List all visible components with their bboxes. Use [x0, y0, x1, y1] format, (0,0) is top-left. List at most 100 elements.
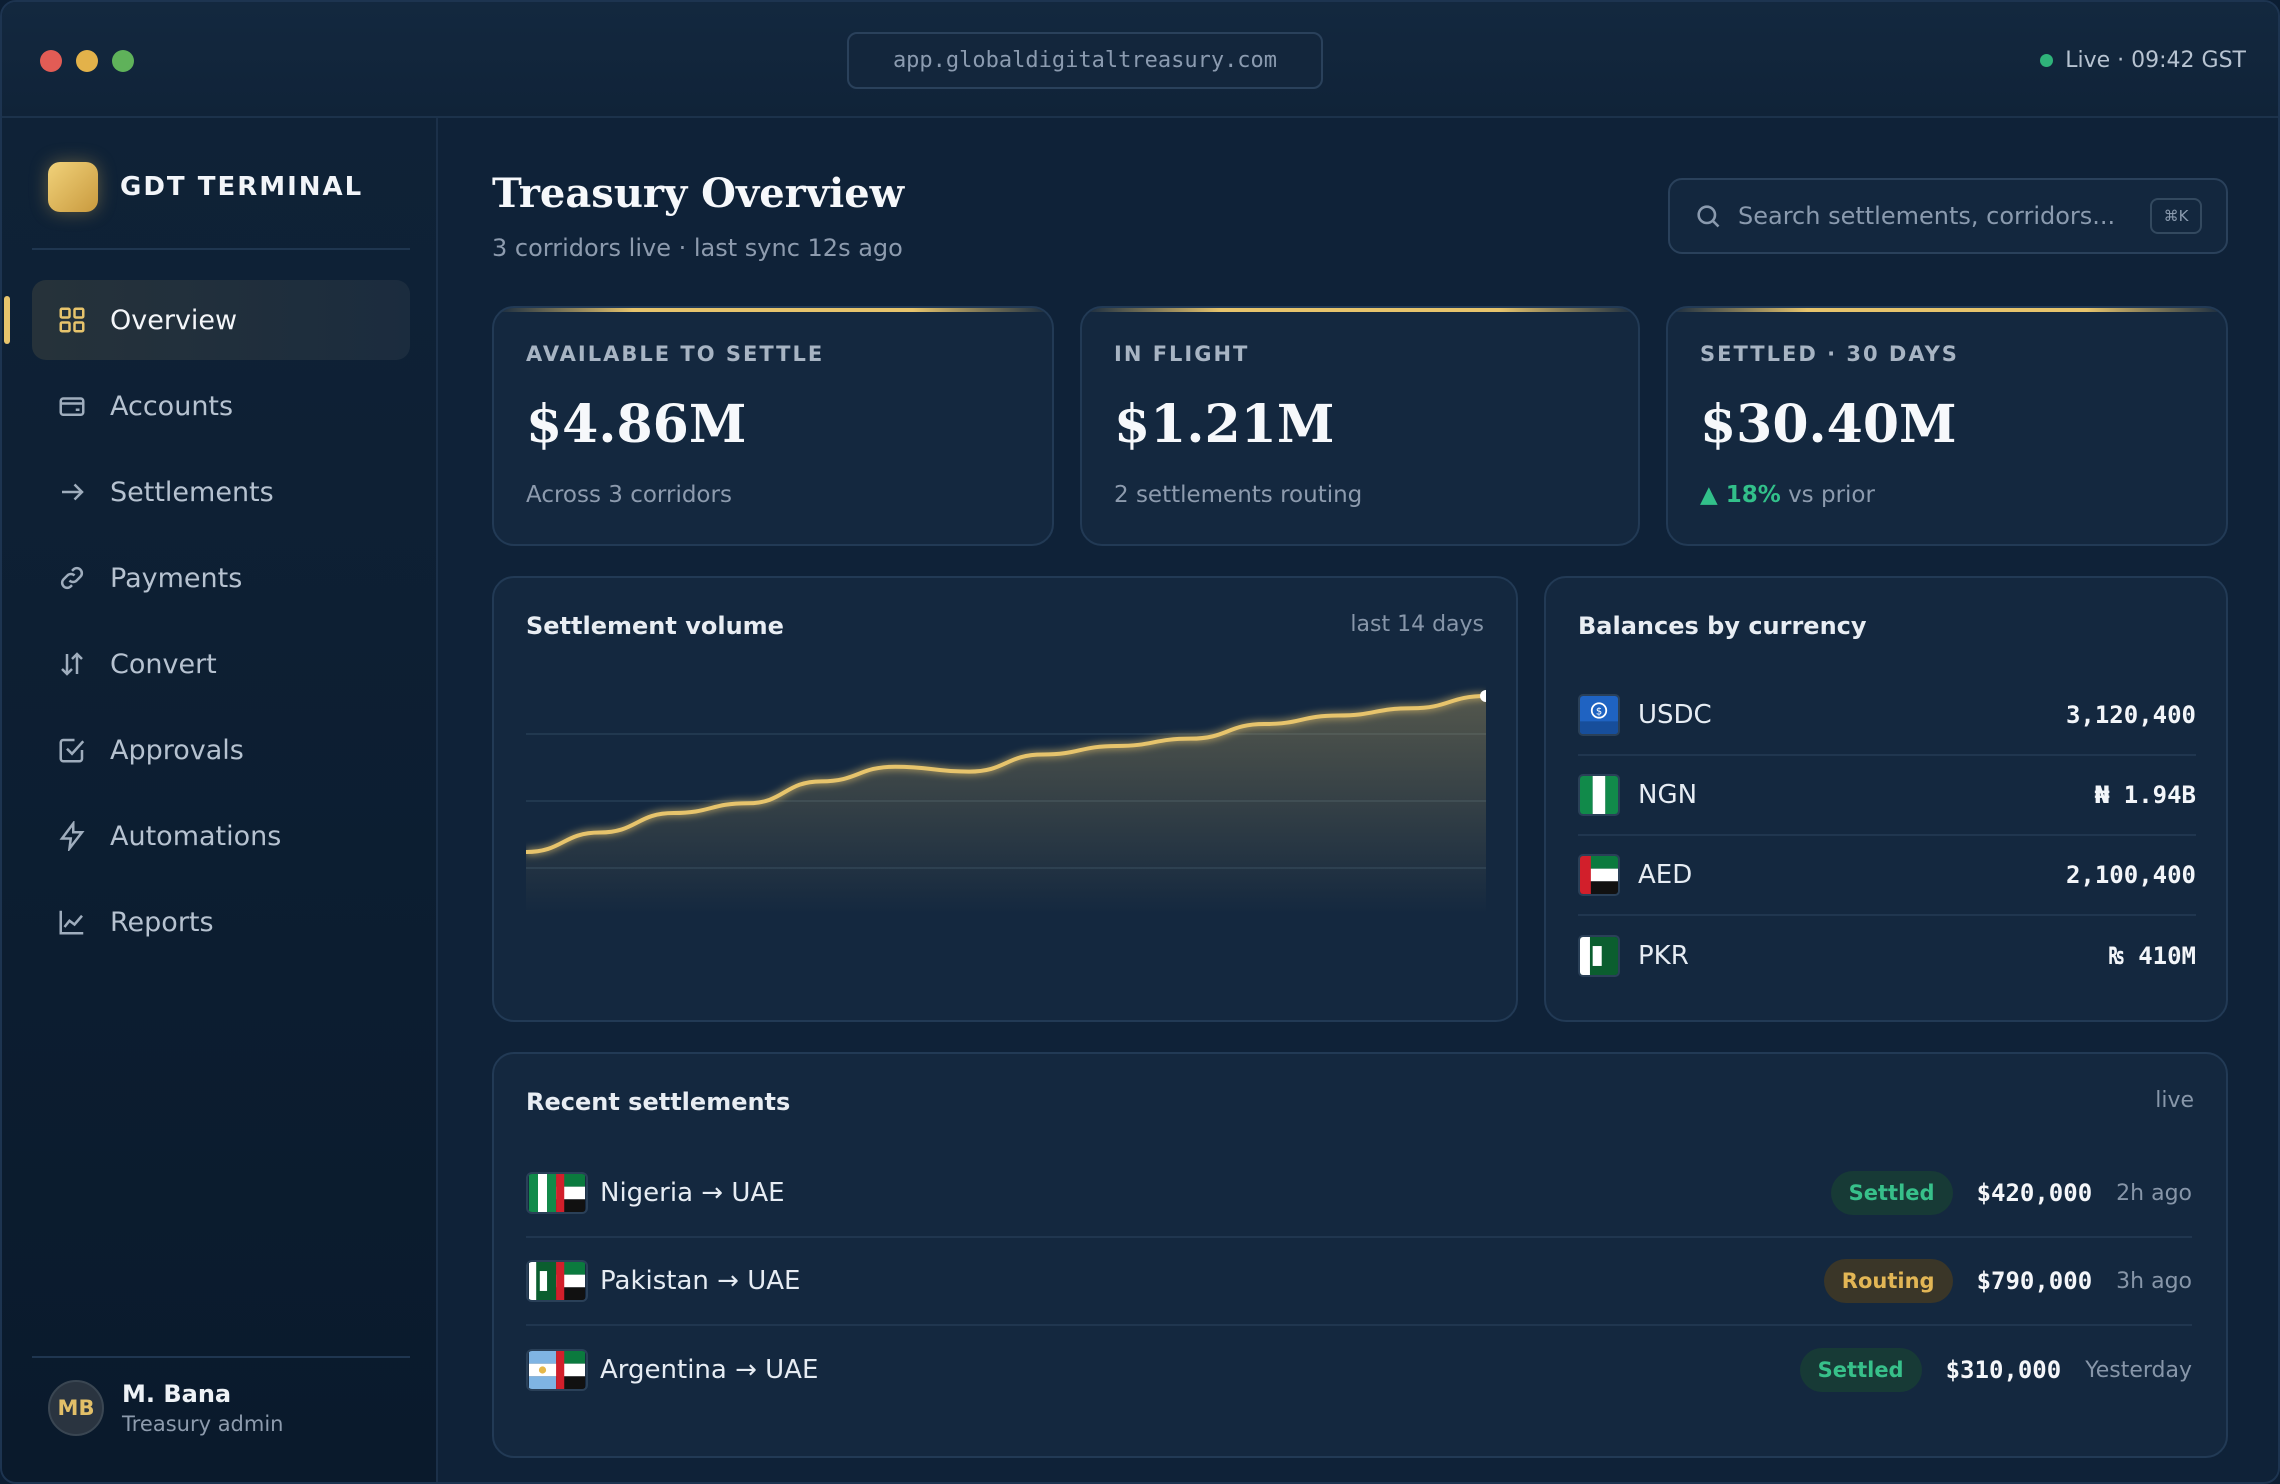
- currency-balance: 3,120,400: [2065, 701, 2196, 729]
- stat-change-note: vs prior: [1788, 482, 1875, 508]
- wallet-icon: [56, 390, 88, 422]
- currency-balance: 2,100,400: [2065, 861, 2196, 889]
- svg-text:$: $: [1596, 707, 1602, 718]
- stat-card-in-flight: IN FLIGHT $1.21M 2 settlements routing: [1080, 306, 1640, 546]
- settlement-row[interactable]: Pakistan → UAE Routing $790,000 3h ago: [526, 1238, 2192, 1326]
- balance-row-aed[interactable]: AED 2,100,400: [1578, 836, 2196, 916]
- balance-row-usdc[interactable]: $ USDC 3,120,400: [1578, 676, 2196, 756]
- stat-card-available: AVAILABLE TO SETTLE $4.86M Across 3 corr…: [492, 306, 1054, 546]
- currency-code: USDC: [1638, 700, 1712, 730]
- sidebar-divider: [32, 1356, 410, 1358]
- close-window-button[interactable]: [40, 50, 62, 72]
- settlement-time: 2h ago: [2116, 1180, 2192, 1206]
- settlement-volume-card: Settlement volume last 14 days: [492, 576, 1518, 1022]
- stat-change: ▲ 18%: [1700, 482, 1781, 508]
- settlement-amount: $790,000: [1976, 1267, 2093, 1295]
- nigeria-uae-flag-icon: [526, 1172, 588, 1214]
- currency-code: AED: [1638, 860, 1693, 890]
- currency-code: NGN: [1638, 780, 1698, 810]
- sidebar-item-label: Automations: [110, 820, 282, 852]
- sidebar-item-convert[interactable]: Convert: [32, 624, 410, 704]
- nigeria-flag-icon: [1578, 774, 1620, 816]
- sidebar-item-label: Settlements: [110, 476, 274, 508]
- grid-icon: [56, 304, 88, 336]
- sidebar-item-automations[interactable]: Automations: [32, 796, 410, 876]
- url-bar[interactable]: app.globaldigitaltreasury.com: [847, 32, 1323, 89]
- settlements-title: Recent settlements: [526, 1088, 791, 1116]
- swap-icon: [56, 648, 88, 680]
- balances-card: Balances by currency $ USDC 3,120,400 NG…: [1544, 576, 2228, 1022]
- stat-value: $30.40M: [1700, 394, 1957, 455]
- avatar: MB: [48, 1380, 104, 1436]
- search-box[interactable]: ⌘K: [1668, 178, 2228, 254]
- sidebar-item-label: Convert: [110, 648, 217, 680]
- balance-row-ngn[interactable]: NGN ₦ 1.94B: [1578, 756, 2196, 836]
- balances-title: Balances by currency: [1578, 612, 1867, 640]
- usdc-icon: $: [1578, 694, 1620, 736]
- stat-card-settled: SETTLED · 30 DAYS $30.40M ▲ 18% vs prior: [1666, 306, 2228, 546]
- settlement-row[interactable]: Nigeria → UAE Settled $420,000 2h ago: [526, 1150, 2192, 1238]
- check-square-icon: [56, 734, 88, 766]
- stat-label: AVAILABLE TO SETTLE: [526, 342, 825, 366]
- lightning-icon: [56, 820, 88, 852]
- user-profile[interactable]: MB M. Bana Treasury admin: [48, 1380, 284, 1436]
- arrow-right-icon: [56, 476, 88, 508]
- sidebar-item-label: Approvals: [110, 734, 244, 766]
- sidebar-item-overview[interactable]: Overview: [4, 280, 410, 360]
- sidebar-nav: Overview Accounts Settlements Payments: [4, 280, 410, 968]
- chart-area-fill: [526, 696, 1486, 914]
- sidebar-item-label: Payments: [110, 562, 243, 594]
- title-bar: app.globaldigitaltreasury.com Live · 09:…: [2, 2, 2278, 118]
- live-indicator-icon: [2040, 53, 2054, 67]
- stat-label: IN FLIGHT: [1114, 342, 1250, 366]
- live-status-text: Live · 09:42 GST: [2065, 47, 2246, 73]
- sidebar-item-label: Reports: [110, 906, 214, 938]
- settlements-live-label: live: [2155, 1088, 2194, 1113]
- settlement-corridor: Pakistan → UAE: [600, 1266, 801, 1296]
- stat-value: $4.86M: [526, 394, 747, 455]
- stat-note: Across 3 corridors: [526, 482, 732, 508]
- stat-note: ▲ 18% vs prior: [1700, 482, 1875, 508]
- currency-balance: ₨ 410M: [2109, 942, 2196, 970]
- minimize-window-button[interactable]: [76, 50, 98, 72]
- settlement-row[interactable]: Argentina → UAE Settled $310,000 Yesterd…: [526, 1326, 2192, 1414]
- brand[interactable]: GDT TERMINAL: [48, 162, 363, 212]
- user-role: Treasury admin: [122, 1412, 284, 1436]
- stat-label: SETTLED · 30 DAYS: [1700, 342, 1959, 366]
- status-badge: Settled: [1799, 1348, 1922, 1392]
- sidebar-divider: [32, 248, 410, 250]
- settlement-time: Yesterday: [2085, 1357, 2192, 1383]
- sidebar-item-reports[interactable]: Reports: [32, 882, 410, 962]
- sidebar-item-payments[interactable]: Payments: [32, 538, 410, 618]
- page-title: Treasury Overview: [492, 170, 905, 217]
- search-icon: [1697, 205, 1720, 228]
- chart-latest-point: [1480, 690, 1486, 702]
- page-subtitle: 3 corridors live · last sync 12s ago: [492, 234, 903, 262]
- settlement-amount: $310,000: [1945, 1356, 2062, 1384]
- settlement-volume-chart: [526, 690, 1486, 914]
- pakistan-flag-icon: [1578, 935, 1620, 977]
- uae-flag-icon: [1578, 854, 1620, 896]
- main-content: Treasury Overview 3 corridors live · las…: [440, 118, 2278, 1482]
- line-chart-icon: [56, 906, 88, 938]
- link-icon: [56, 562, 88, 594]
- balance-row-pkr[interactable]: PKR ₨ 410M: [1578, 916, 2196, 996]
- chart-period: last 14 days: [1350, 612, 1484, 637]
- recent-settlements-card: Recent settlements live Nigeria → UAE Se…: [492, 1052, 2228, 1458]
- status-badge: Routing: [1823, 1259, 1953, 1303]
- search-input[interactable]: [1738, 202, 2148, 230]
- sidebar-item-settlements[interactable]: Settlements: [32, 452, 410, 532]
- chart-series-line: [526, 694, 1486, 854]
- chart-title: Settlement volume: [526, 612, 784, 640]
- settlement-corridor: Argentina → UAE: [600, 1355, 819, 1385]
- user-name: M. Bana: [122, 1380, 232, 1408]
- status-badge: Settled: [1830, 1171, 1953, 1215]
- settlement-time: 3h ago: [2116, 1268, 2192, 1294]
- sidebar-item-accounts[interactable]: Accounts: [32, 366, 410, 446]
- maximize-window-button[interactable]: [112, 50, 134, 72]
- brand-name: GDT TERMINAL: [120, 172, 364, 202]
- sidebar-item-label: Overview: [110, 304, 238, 336]
- sidebar-item-approvals[interactable]: Approvals: [32, 710, 410, 790]
- stat-value: $1.21M: [1114, 394, 1335, 455]
